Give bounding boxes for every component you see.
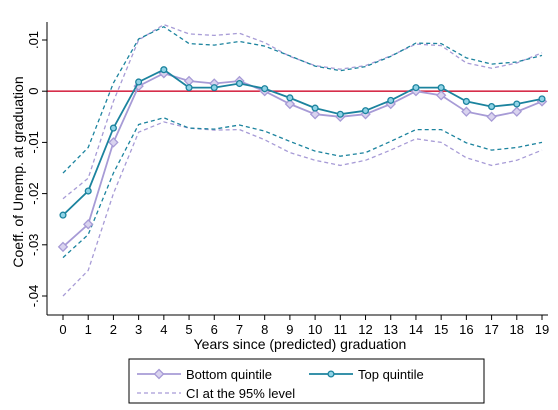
top-quintile-point <box>84 187 92 195</box>
x-tick-label: 12 <box>358 322 372 337</box>
y-ticks: .01 0 -.01 -.02 -.03 -.04 <box>26 31 47 307</box>
y-tick-label: -.03 <box>26 234 41 256</box>
x-tick-label: 15 <box>434 322 448 337</box>
bottom-quintile-point <box>435 90 447 101</box>
top-quintile-point <box>311 104 319 112</box>
x-axis-title: Years since (predicted) graduation <box>194 336 407 352</box>
x-ticks: 0 1 2 3 4 5 6 7 8 9 10 11 12 13 14 15 16 17 18 19 <box>59 315 549 337</box>
top-quintile-ci-upper-line <box>62 25 543 174</box>
series-layer <box>57 66 548 253</box>
x-tick-label: 6 <box>211 322 218 337</box>
top-quintile-point <box>513 100 521 108</box>
legend-top-quintile-label: Top quintile <box>358 367 424 382</box>
axes <box>46 22 548 316</box>
bottom-quintile-point <box>183 75 195 87</box>
legend-bottom-quintile-label: Bottom quintile <box>186 367 272 382</box>
x-tick-label: 10 <box>308 322 322 337</box>
x-tick-label: 8 <box>261 322 268 337</box>
legend-box <box>128 358 485 404</box>
x-tick-label: 11 <box>334 322 348 337</box>
legend-bottom-quintile-marker <box>153 368 165 380</box>
ci-band-layer <box>62 23 543 297</box>
top-quintile-point <box>210 84 218 92</box>
bottom-quintile-ci-upper-line <box>62 23 543 200</box>
x-tick-label: 17 <box>484 322 498 337</box>
x-tick-label: 1 <box>85 322 92 337</box>
bottom-quintile-point <box>511 106 523 117</box>
top-quintile-point <box>437 84 445 92</box>
x-tick-label: 13 <box>384 322 398 337</box>
bottom-quintile-ci-lower-line <box>62 121 543 297</box>
top-quintile-ci-lower-line <box>62 117 543 259</box>
y-axis-title: Coeff. of Unemp. at graduation <box>10 76 26 267</box>
top-quintile-point <box>235 79 244 88</box>
x-tick-label: 4 <box>160 322 167 337</box>
bottom-quintile-point <box>309 109 321 120</box>
top-quintile-point <box>160 66 168 74</box>
y-tick-label: -.02 <box>26 182 41 204</box>
y-tick-label: -.01 <box>26 131 41 153</box>
top-quintile-point <box>412 84 420 92</box>
top-quintile-point <box>336 110 344 118</box>
legend-top-quintile-marker <box>327 370 335 378</box>
x-tick-label: 7 <box>236 322 243 337</box>
x-tick-label: 18 <box>510 322 524 337</box>
y-tick-label: 0 <box>26 88 41 95</box>
top-quintile-point <box>109 124 117 132</box>
top-quintile-point <box>261 85 269 93</box>
y-tick-label: -.04 <box>26 285 41 307</box>
x-tick-label: 9 <box>286 322 293 337</box>
legend-ci-label: CI at the 95% level <box>186 386 295 401</box>
legend: Bottom quintile Top quintile CI at the 95%… <box>128 358 485 404</box>
top-quintile-line <box>62 68 543 216</box>
top-quintile-point <box>135 78 143 86</box>
legend-entries: Bottom quintile Top quintile CI at the 95%… <box>137 367 424 401</box>
top-quintile-point <box>538 95 546 103</box>
x-tick-label: 5 <box>185 322 192 337</box>
top-quintile-point <box>361 107 370 115</box>
bottom-quintile-point <box>461 106 472 117</box>
bottom-quintile-point <box>133 80 144 92</box>
x-tick-label: 16 <box>459 322 473 337</box>
bottom-quintile-point <box>284 98 296 110</box>
x-tick-label: 0 <box>59 322 66 337</box>
x-tick-label: 19 <box>535 322 549 337</box>
bottom-quintile-line <box>62 72 543 248</box>
bottom-quintile-point <box>57 241 69 253</box>
top-quintile-point <box>59 211 67 219</box>
top-quintile-point <box>185 84 193 92</box>
top-quintile-point <box>387 96 395 104</box>
x-tick-label: 14 <box>409 322 423 337</box>
top-quintile-point <box>462 97 470 105</box>
top-quintile-point <box>286 94 294 102</box>
x-tick-label: 3 <box>135 322 142 337</box>
bottom-quintile-point <box>108 137 119 148</box>
x-tick-label: 2 <box>110 322 117 337</box>
bottom-quintile-point <box>82 219 94 230</box>
y-tick-label: .01 <box>26 31 41 49</box>
bottom-quintile-point <box>486 111 497 123</box>
top-quintile-point <box>488 103 496 111</box>
